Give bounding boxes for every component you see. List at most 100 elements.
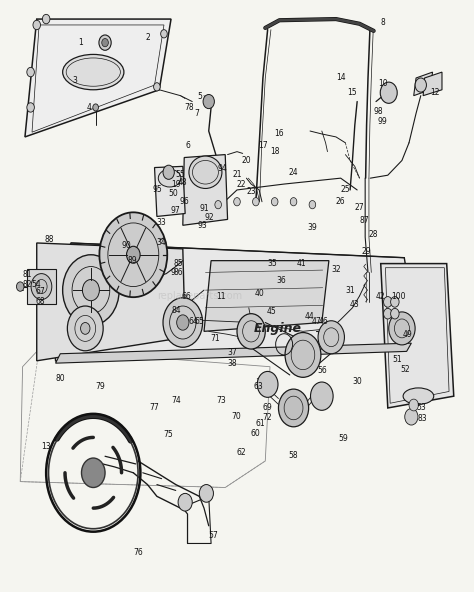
Circle shape — [33, 20, 40, 30]
Text: 83: 83 — [418, 414, 427, 423]
Text: 86: 86 — [173, 268, 183, 277]
Text: 93: 93 — [197, 221, 207, 230]
Text: 94: 94 — [218, 164, 228, 173]
Circle shape — [290, 198, 297, 206]
Text: 77: 77 — [150, 404, 159, 413]
Circle shape — [215, 201, 221, 209]
Text: 62: 62 — [237, 448, 246, 456]
Text: 49: 49 — [403, 330, 412, 339]
Text: 98: 98 — [374, 107, 383, 116]
Circle shape — [82, 279, 100, 301]
Text: 36: 36 — [277, 276, 287, 285]
Text: 8: 8 — [381, 18, 385, 27]
Text: 4: 4 — [86, 103, 91, 112]
Text: 51: 51 — [392, 355, 402, 363]
Text: 76: 76 — [133, 548, 143, 557]
Circle shape — [67, 306, 103, 351]
Circle shape — [199, 484, 213, 502]
Text: 28: 28 — [369, 230, 378, 239]
Text: 70: 70 — [231, 411, 241, 421]
Ellipse shape — [158, 169, 181, 187]
Text: 35: 35 — [267, 259, 277, 268]
Text: 46: 46 — [319, 317, 328, 326]
Text: 85: 85 — [173, 259, 183, 268]
Text: 95: 95 — [153, 185, 163, 194]
Text: 58: 58 — [289, 451, 298, 459]
Circle shape — [383, 308, 392, 319]
Text: 84: 84 — [172, 306, 182, 315]
Circle shape — [278, 389, 309, 427]
Circle shape — [383, 297, 392, 307]
Text: 38: 38 — [228, 359, 237, 368]
Circle shape — [163, 298, 202, 348]
Circle shape — [31, 274, 52, 300]
Text: 92: 92 — [205, 213, 214, 221]
Text: 9: 9 — [171, 268, 176, 277]
Text: 39: 39 — [308, 223, 317, 232]
Text: 74: 74 — [171, 396, 181, 405]
Text: 57: 57 — [209, 531, 219, 540]
Text: 87: 87 — [359, 216, 369, 225]
Text: 41: 41 — [296, 259, 306, 268]
Text: 91: 91 — [199, 204, 209, 213]
Text: 47: 47 — [311, 317, 321, 326]
Text: 65: 65 — [194, 317, 204, 326]
Text: 88: 88 — [45, 235, 54, 244]
Text: 27: 27 — [355, 203, 365, 212]
Text: 96: 96 — [179, 197, 189, 206]
Text: 78: 78 — [184, 103, 194, 112]
Text: 90: 90 — [121, 242, 131, 250]
Ellipse shape — [189, 156, 222, 188]
Text: 34: 34 — [157, 239, 166, 247]
Ellipse shape — [403, 388, 434, 404]
Text: 81: 81 — [23, 271, 32, 279]
Text: 73: 73 — [217, 396, 226, 405]
Circle shape — [161, 30, 167, 38]
Text: 12: 12 — [430, 88, 440, 97]
Text: 61: 61 — [256, 419, 265, 428]
Text: 1: 1 — [78, 38, 83, 47]
Polygon shape — [423, 72, 442, 96]
Polygon shape — [51, 243, 411, 361]
Circle shape — [127, 246, 140, 263]
Circle shape — [234, 198, 240, 206]
Circle shape — [272, 198, 278, 206]
Text: 66: 66 — [182, 291, 191, 301]
Text: 56: 56 — [317, 366, 327, 375]
Circle shape — [177, 315, 189, 330]
Text: 5: 5 — [197, 92, 202, 101]
Text: 43: 43 — [350, 300, 360, 310]
Text: 100: 100 — [392, 291, 406, 301]
Polygon shape — [25, 19, 171, 137]
Circle shape — [405, 408, 418, 425]
Text: 10: 10 — [378, 79, 388, 88]
Text: 2: 2 — [145, 33, 150, 43]
Text: 82: 82 — [23, 279, 32, 289]
Ellipse shape — [63, 54, 124, 90]
Polygon shape — [27, 269, 55, 304]
Circle shape — [82, 458, 105, 487]
Polygon shape — [414, 72, 433, 96]
Text: 54: 54 — [31, 279, 41, 289]
Text: 53: 53 — [416, 404, 426, 413]
Text: 6: 6 — [185, 141, 190, 150]
Text: 25: 25 — [340, 185, 350, 194]
Text: 42: 42 — [376, 291, 385, 301]
Text: Engine: Engine — [254, 322, 301, 335]
Circle shape — [389, 312, 415, 345]
Text: 75: 75 — [164, 430, 173, 439]
Circle shape — [102, 38, 109, 47]
Circle shape — [27, 67, 35, 77]
Text: 67: 67 — [36, 287, 46, 296]
Circle shape — [93, 104, 99, 111]
Text: 60: 60 — [251, 429, 261, 438]
Text: 40: 40 — [254, 289, 264, 298]
Circle shape — [415, 78, 427, 92]
Circle shape — [318, 321, 345, 354]
Circle shape — [309, 201, 316, 209]
Text: 89: 89 — [128, 256, 137, 265]
Text: 3: 3 — [72, 76, 77, 85]
Text: replaceparts.com: replaceparts.com — [157, 291, 242, 301]
Circle shape — [310, 382, 333, 410]
Text: 79: 79 — [95, 382, 105, 391]
